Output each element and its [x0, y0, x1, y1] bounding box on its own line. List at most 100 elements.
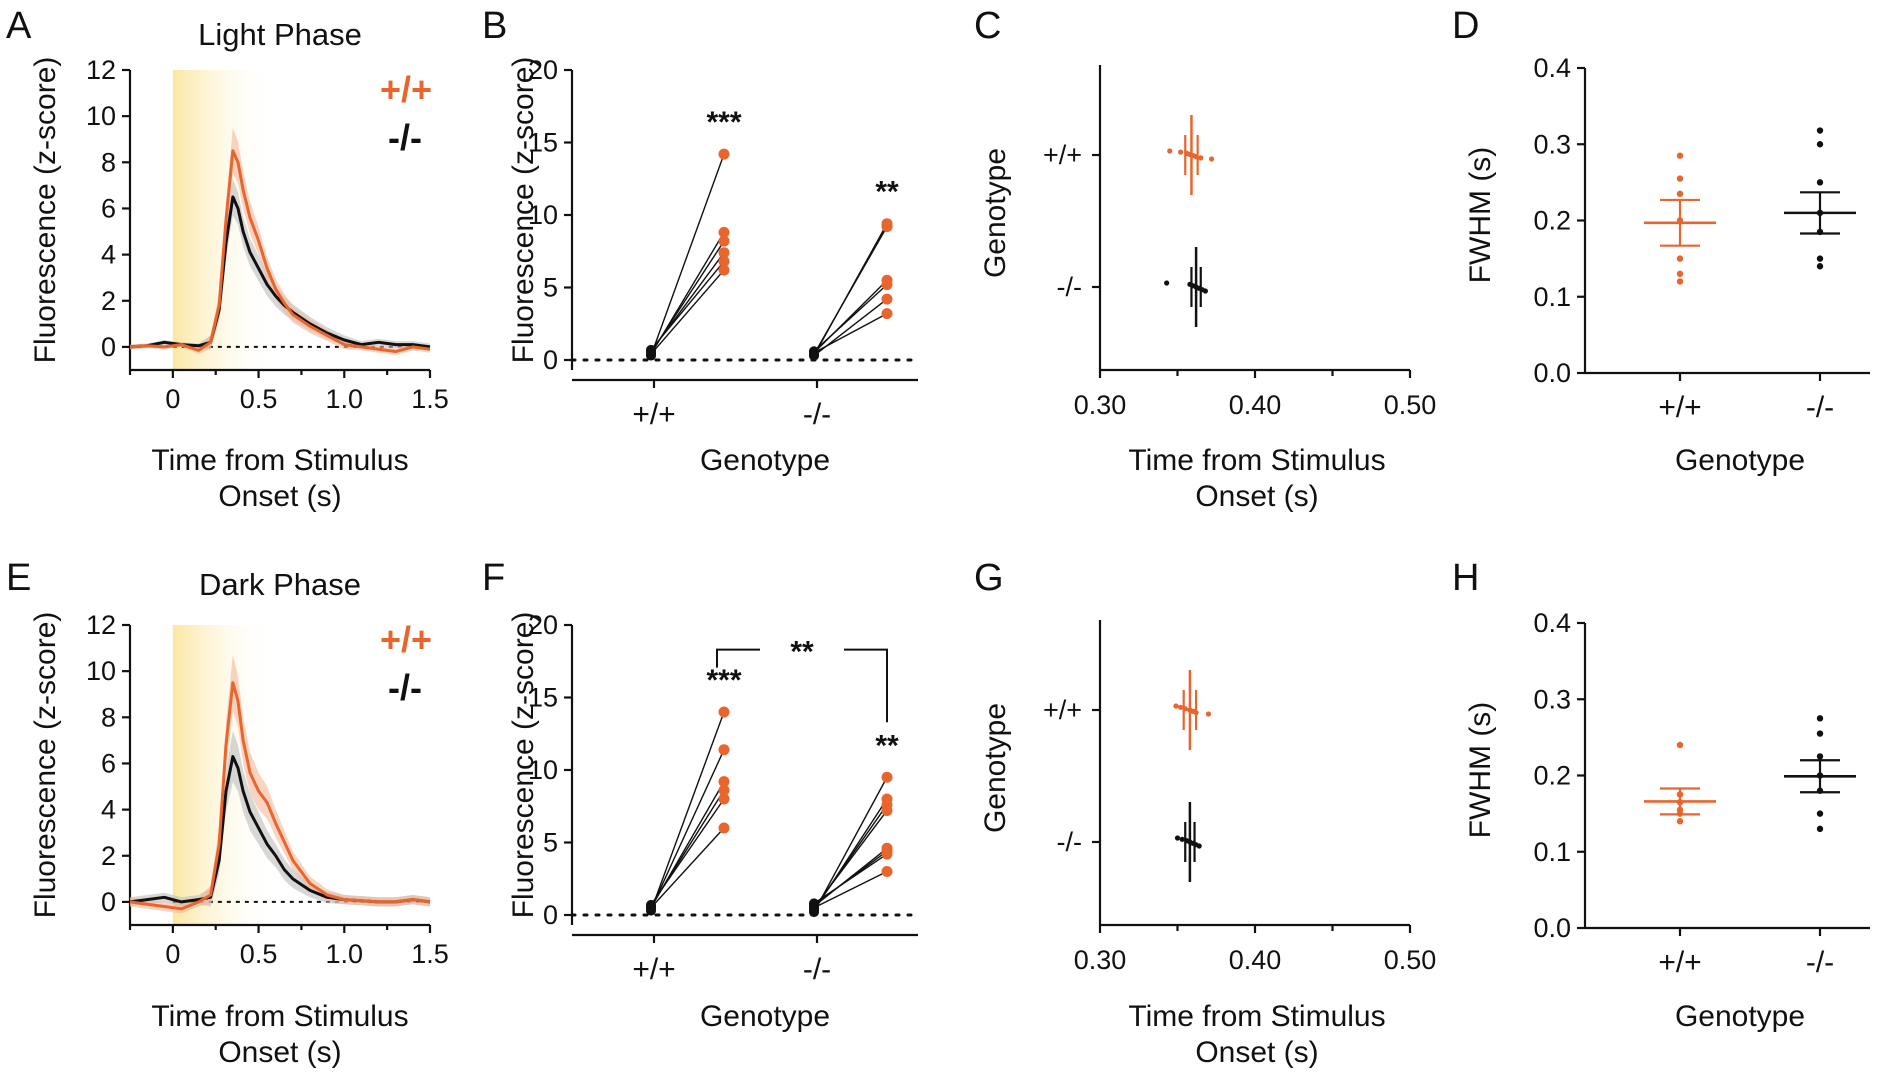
fwhm-point [1676, 270, 1684, 278]
fwhm-point [1816, 141, 1824, 148]
fwhm-point [1816, 263, 1824, 270]
y-tick-label: 20 [528, 55, 558, 85]
y-tick-label: 15 [528, 683, 558, 713]
y-tick-label: 6 [101, 193, 116, 223]
pair-line [813, 312, 888, 354]
latency-point [1178, 149, 1184, 155]
y-tick-label: 2 [101, 841, 116, 871]
y-tick-label: 0.2 [1533, 206, 1571, 236]
fwhm-point [1816, 753, 1824, 760]
baseline-point [809, 347, 819, 358]
panel-e-title: Dark Phase [199, 567, 361, 602]
x-tick-label: 1.5 [411, 384, 449, 414]
x-tick-label: 0.50 [1384, 945, 1437, 975]
panel-h-ylabel: FWHM (s) [1464, 702, 1497, 839]
panel-label-f: F [482, 557, 505, 599]
peak-point [881, 805, 893, 817]
panel-label-b: B [482, 5, 507, 47]
fwhm-point [1816, 179, 1824, 186]
y-tick-label: 2 [101, 286, 116, 316]
wt-trace-line [129, 681, 431, 911]
panel-e-ylabel: Fluorescence (z-score) [29, 612, 62, 919]
y-tick-label: 5 [543, 828, 558, 858]
pair-line [813, 870, 888, 909]
latency-point [1196, 843, 1202, 849]
latency-point [1173, 703, 1179, 709]
baseline-point [809, 902, 819, 913]
panel-label-a: A [6, 5, 32, 47]
bracket-label-bg [760, 629, 844, 666]
x-tick-label: 1.5 [411, 939, 449, 969]
baseline-point [646, 349, 656, 360]
fwhm-point [1816, 715, 1824, 722]
legend-ko-e: -/- [388, 667, 422, 708]
y-tick-label: 5 [543, 273, 558, 303]
y-tick-label: -/- [1057, 272, 1082, 302]
latency-point [1198, 155, 1204, 161]
fwhm-point [1816, 255, 1824, 262]
fwhm-point [1816, 825, 1824, 833]
stimulus-window [172, 70, 276, 370]
between-group-stars: ** [790, 636, 814, 669]
y-tick-label: 0.0 [1533, 913, 1571, 943]
panel-g-xlabel-line2: Onset (s) [1195, 1036, 1318, 1069]
peak-point [718, 247, 730, 259]
x-tick-label: 1.0 [326, 384, 364, 414]
fwhm-point [1676, 255, 1684, 262]
panel-label-d: D [1452, 5, 1479, 47]
fwhm-point [1816, 127, 1824, 134]
panel-c-plot: 0.30 0.40 0.50 +/+ -/- [1043, 65, 1436, 420]
panel-a-plot: 0 2 4 6 8 10 12 0 0.5 1.0 1.5 [86, 55, 449, 414]
x-tick-label: +/+ [632, 953, 675, 986]
y-tick-label: 0.3 [1533, 684, 1571, 714]
x-tick-label: 0.40 [1229, 945, 1282, 975]
panel-label-e: E [6, 557, 31, 599]
fwhm-point [1676, 278, 1684, 285]
x-tick-label: 0.40 [1229, 390, 1282, 420]
panel-h-plot: 0.0 0.1 0.2 0.3 0.4 +/+ -/- [1533, 608, 1870, 979]
y-tick-label: 4 [101, 240, 116, 270]
latency-point [1209, 156, 1215, 162]
pair-line [650, 827, 725, 909]
panel-c-ylabel: Genotype [979, 148, 1012, 278]
y-tick-label: 0 [543, 345, 558, 375]
ko-trace-line [129, 195, 431, 349]
pair-line [650, 798, 725, 906]
y-tick-label: 10 [528, 755, 558, 785]
pair-line [813, 853, 888, 904]
x-tick-label: 0.5 [240, 384, 278, 414]
x-tick-label: 0 [165, 384, 180, 414]
panel-e-plot: 0 2 4 6 8 10 12 0 0.5 1.0 1.5 [86, 610, 449, 969]
pair-line [650, 711, 725, 911]
panel-a-xlabel-line2: Onset (s) [218, 480, 341, 513]
latency-point [1178, 704, 1184, 710]
x-tick-label: 0 [165, 939, 180, 969]
fwhm-point [1676, 190, 1684, 198]
pair-line [813, 776, 888, 913]
x-tick-label: -/- [803, 953, 831, 986]
y-tick-label: +/+ [1043, 695, 1082, 725]
y-tick-label: -/- [1057, 827, 1082, 857]
pair-line [813, 284, 888, 352]
panel-g-plot: 0.30 0.40 0.50 +/+ -/- [1043, 620, 1436, 975]
x-tick-label: +/+ [1658, 391, 1701, 424]
y-tick-label: 10 [86, 101, 116, 131]
fwhm-point [1676, 818, 1684, 825]
peak-point [718, 744, 730, 756]
panel-e-xlabel-line2: Onset (s) [218, 1036, 341, 1069]
panel-c-xlabel-line1: Time from Stimulus [1128, 444, 1385, 477]
peak-point [881, 308, 893, 320]
peak-point [881, 221, 893, 233]
legend-wt-e: +/+ [380, 619, 432, 660]
y-tick-label: 0.1 [1533, 282, 1571, 312]
pair-line [650, 269, 725, 355]
y-tick-label: 0.4 [1533, 608, 1571, 638]
pair-line [813, 810, 888, 909]
significance-stars: ** [875, 729, 899, 762]
y-tick-label: 0.1 [1533, 837, 1571, 867]
peak-point [718, 255, 730, 267]
y-tick-label: 15 [528, 128, 558, 158]
latency-point [1164, 280, 1170, 286]
legend-wt-a: +/+ [380, 69, 432, 110]
